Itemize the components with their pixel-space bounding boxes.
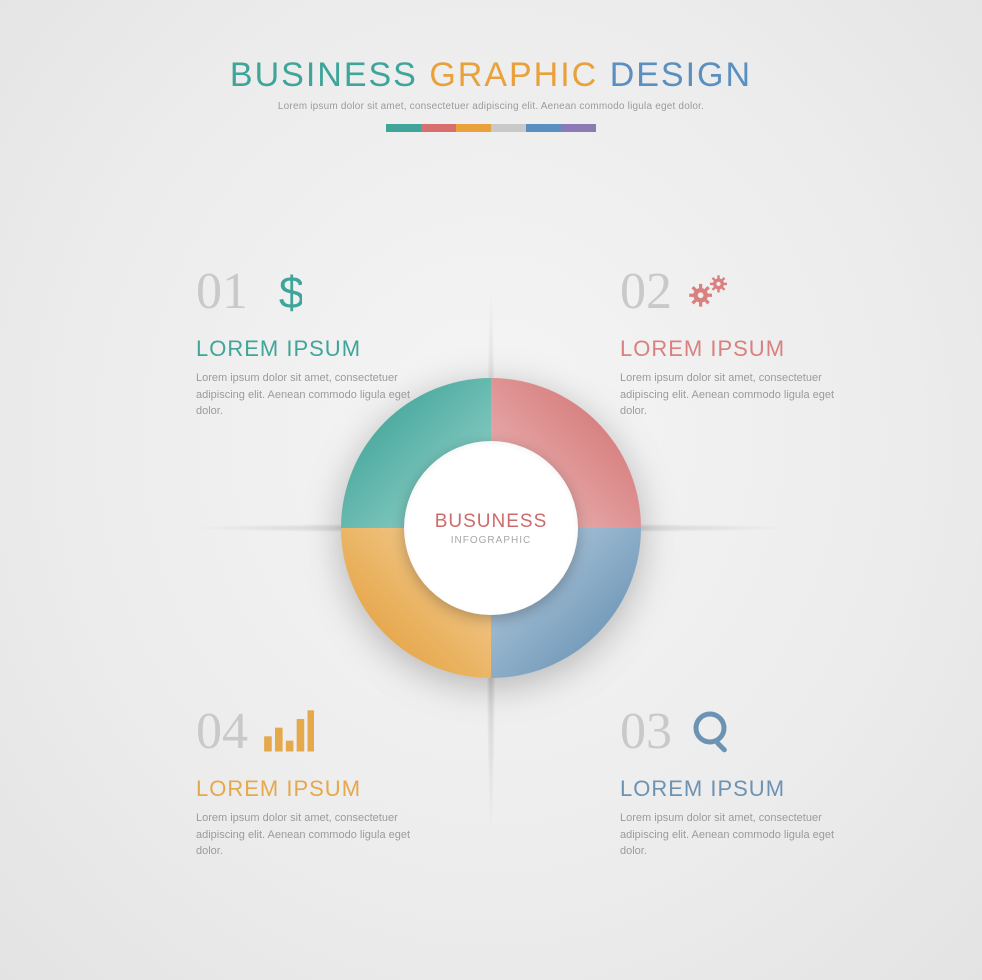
block-number: 02 xyxy=(620,266,672,318)
title-word-3: DESIGN xyxy=(610,56,752,95)
block-title: LOREM IPSUM xyxy=(620,336,920,362)
donut-chart: BUSUNESS INFOGRAPHIC xyxy=(341,378,641,678)
block-body: Lorem ipsum dolor sit amet, consectetuer… xyxy=(196,810,416,860)
block-title: LOREM IPSUM xyxy=(196,776,496,802)
block-number: 01 xyxy=(196,266,248,318)
header: BUSINESS GRAPHIC DESIGN Lorem ipsum dolo… xyxy=(0,56,982,132)
info-block-2: 02 LOREM IPSUM Lorem ipsum do xyxy=(620,262,920,420)
title-word-2: GRAPHIC xyxy=(429,56,598,95)
block-number: 04 xyxy=(196,706,248,758)
gears-icon xyxy=(686,266,738,318)
block-title: LOREM IPSUM xyxy=(196,336,496,362)
donut-center-title: BUSUNESS xyxy=(435,511,548,533)
page-subtitle: Lorem ipsum dolor sit amet, consectetuer… xyxy=(0,101,982,112)
block-body: Lorem ipsum dolor sit amet, consectetuer… xyxy=(196,370,416,420)
info-block-1: 01 $ LOREM IPSUM Lorem ipsum dolor sit a… xyxy=(196,262,496,420)
magnifier-icon xyxy=(686,706,738,758)
dollar-icon: $ xyxy=(262,266,314,318)
page-title: BUSINESS GRAPHIC DESIGN xyxy=(0,56,982,95)
accent-color-bar xyxy=(386,124,596,132)
block-title: LOREM IPSUM xyxy=(620,776,920,802)
block-number: 03 xyxy=(620,706,672,758)
svg-text:$: $ xyxy=(279,267,302,317)
donut-center-subtitle: INFOGRAPHIC xyxy=(451,535,531,546)
donut-center: BUSUNESS INFOGRAPHIC xyxy=(404,441,578,615)
block-body: Lorem ipsum dolor sit amet, consectetuer… xyxy=(620,370,840,420)
title-word-1: BUSINESS xyxy=(230,56,418,95)
info-block-4: 04 LOREM IPSUM Lorem ipsum dolor sit ame… xyxy=(196,702,496,860)
info-block-3: 03 LOREM IPSUM Lorem ipsum dolor sit ame… xyxy=(620,702,920,860)
barchart-icon xyxy=(262,706,314,758)
block-body: Lorem ipsum dolor sit amet, consectetuer… xyxy=(620,810,840,860)
